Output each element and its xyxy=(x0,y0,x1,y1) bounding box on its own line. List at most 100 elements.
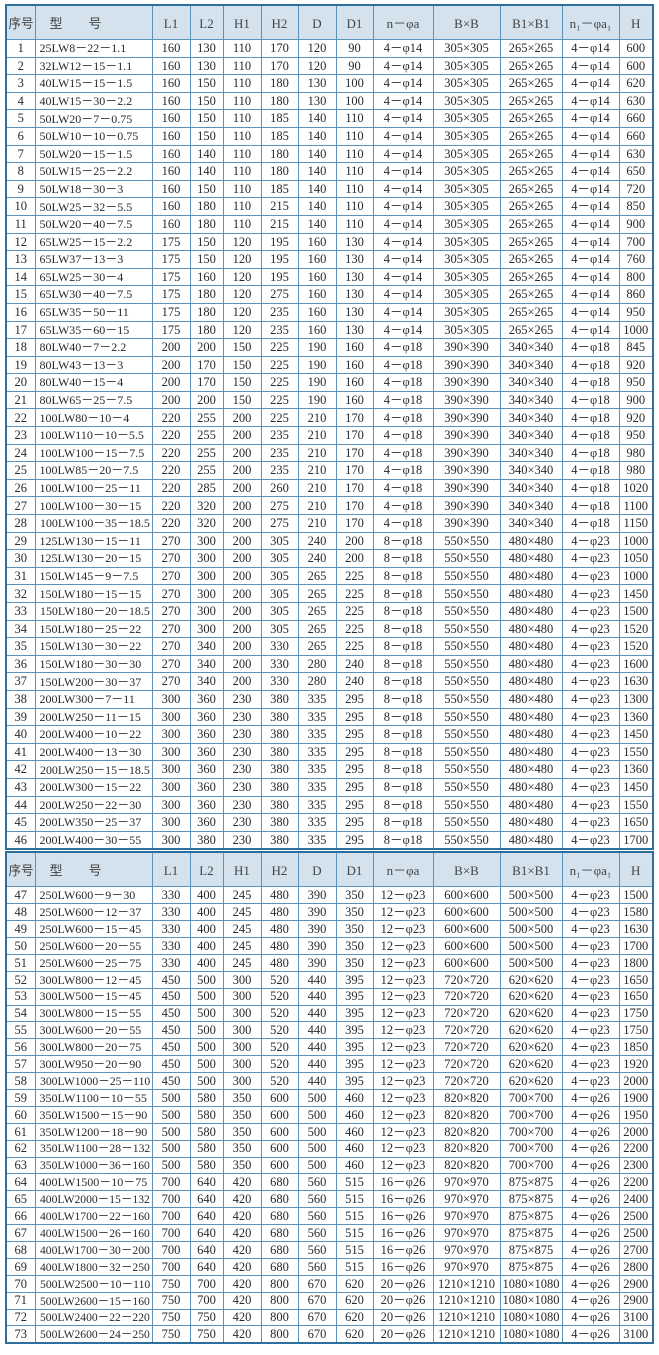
cell-row-number-text: 72 xyxy=(14,1310,28,1325)
cell-h2: 305 xyxy=(260,531,299,551)
table-row: 67 400LW1500－26－160 700 640 420 680 560 515 16－φ… xyxy=(5,1224,654,1243)
cell-b-x-b-text: 305×305 xyxy=(444,287,489,302)
cell-n-phi-a: 20－φ26 xyxy=(372,1291,434,1310)
cell-row-number-text: 48 xyxy=(14,904,28,919)
cell-h2: 520 xyxy=(260,1055,299,1074)
cell-h1: 350 xyxy=(222,1122,262,1141)
cell-d1-text: 160 xyxy=(345,375,364,390)
cell-b-x-b: 970×970 xyxy=(432,1257,501,1276)
cell-model: 100LW100－35－18.5 xyxy=(34,514,153,533)
cell-n-phi-a-text: 4－φ14 xyxy=(383,164,423,179)
cell-b-x-b-text: 600×600 xyxy=(444,888,489,903)
cell-b-x-b: 600×600 xyxy=(432,936,501,955)
cell-d1-text: 295 xyxy=(345,709,364,724)
cell-h1-text: 300 xyxy=(232,972,252,987)
cell-d1: 240 xyxy=(335,654,374,674)
cell-h-text: 1020 xyxy=(623,480,649,495)
cell-h: 2200 xyxy=(618,1173,654,1192)
cell-l2: 320 xyxy=(189,496,224,516)
header-b-x-b: B×B xyxy=(432,851,501,888)
cell-l2: 360 xyxy=(189,760,224,779)
cell-d1: 620 xyxy=(335,1325,374,1344)
cell-model: 250LW600－15－45 xyxy=(34,920,153,938)
cell-l2: 400 xyxy=(189,903,224,922)
cell-l2-text: 640 xyxy=(197,1175,216,1190)
cell-h-text: 850 xyxy=(626,199,646,214)
table-row: 59 350LW1100－10－55 500 580 350 600 500 460 12－φ2… xyxy=(5,1089,654,1107)
cell-b1-x-b1: 265×265 xyxy=(499,267,563,287)
cell-row-number: 21 xyxy=(5,390,36,410)
cell-l2-text: 700 xyxy=(197,1276,216,1291)
cell-n-phi-a: 16－φ26 xyxy=(372,1173,434,1192)
cell-b1-x-b1-text: 700×700 xyxy=(508,1158,554,1173)
cell-l1-text: 200 xyxy=(161,392,181,407)
cell-l1: 200 xyxy=(151,338,191,357)
cell-h1: 200 xyxy=(222,531,262,551)
cell-l2-text: 500 xyxy=(197,1023,216,1038)
cell-h2-text: 380 xyxy=(270,815,289,830)
table-row: 11 50LW20－40－7.5 160 180 110 215 140 110 4－φ14 30… xyxy=(5,214,654,234)
cell-n-phi-a: 12－φ23 xyxy=(372,1038,434,1057)
cell-row-number-text: 11 xyxy=(14,217,27,232)
cell-l2: 580 xyxy=(189,1089,224,1107)
dimension-table-part-2: 序号型 号 L1 L2 H1 H2 D D1 n－φa B×B B1×B1 n₁－φa₁ H 47 25… xyxy=(5,851,654,1345)
cell-n1-phi-a1-text: 4－φ23 xyxy=(571,955,610,970)
cell-n1-phi-a1-text: 4－φ18 xyxy=(571,428,610,443)
cell-n-phi-a-text: 8－φ18 xyxy=(383,832,423,847)
cell-n-phi-a-text: 20－φ26 xyxy=(380,1276,426,1291)
cell-h2-text: 185 xyxy=(270,111,289,126)
cell-row-number: 47 xyxy=(5,886,36,905)
cell-b-x-b: 970×970 xyxy=(432,1241,501,1259)
cell-l1-text: 500 xyxy=(161,1107,181,1122)
cell-l2: 180 xyxy=(189,214,224,234)
cell-h: 1700 xyxy=(618,830,654,850)
cell-d-text: 140 xyxy=(307,181,327,196)
cell-h2: 185 xyxy=(260,109,299,128)
cell-model-text: 50LW18－30－3 xyxy=(39,181,124,196)
cell-l2-text: 360 xyxy=(197,780,216,795)
cell-d-text: 335 xyxy=(307,744,327,759)
cell-n-phi-a: 8－φ18 xyxy=(372,813,434,832)
cell-d1: 170 xyxy=(335,408,374,428)
cell-b1-x-b1-text: 480×480 xyxy=(508,586,554,601)
cell-l1-text: 450 xyxy=(161,1040,181,1055)
cell-b-x-b: 390×390 xyxy=(432,355,501,375)
cell-l2-text: 150 xyxy=(197,76,216,91)
cell-h2: 520 xyxy=(260,1021,299,1040)
cell-model: 100LW100－25－11 xyxy=(34,478,153,498)
cell-n-phi-a: 4－φ18 xyxy=(372,496,434,516)
cell-d-text: 500 xyxy=(307,1158,327,1173)
header-l1-text: L1 xyxy=(163,863,179,879)
cell-n-phi-a: 8－φ18 xyxy=(372,672,434,691)
cell-l2: 255 xyxy=(189,408,224,428)
cell-h-text: 2900 xyxy=(623,1293,649,1308)
cell-h1-text: 245 xyxy=(232,955,252,970)
cell-l1: 700 xyxy=(151,1173,191,1192)
cell-d-text: 390 xyxy=(307,955,327,970)
cell-d1: 160 xyxy=(335,355,374,375)
cell-d1: 130 xyxy=(335,285,374,304)
cell-h1: 420 xyxy=(222,1241,262,1259)
cell-n-phi-a-text: 16－φ26 xyxy=(380,1208,426,1223)
cell-h: 660 xyxy=(618,126,654,146)
cell-n1-phi-a1: 4－φ18 xyxy=(561,461,620,480)
cell-row-number-text: 65 xyxy=(14,1192,28,1207)
cell-h2-text: 600 xyxy=(270,1107,289,1122)
cell-d1-text: 295 xyxy=(345,815,364,830)
cell-n1-phi-a1-text: 4－φ23 xyxy=(571,762,610,777)
cell-row-number-text: 34 xyxy=(14,621,28,636)
cell-d1: 395 xyxy=(335,987,374,1006)
cell-d1-text: 90 xyxy=(348,58,361,73)
cell-b1-x-b1: 875×875 xyxy=(499,1190,563,1209)
cell-n-phi-a-text: 12－φ23 xyxy=(380,1124,426,1139)
cell-b1-x-b1: 620×620 xyxy=(499,1004,563,1023)
cell-b-x-b-text: 390×390 xyxy=(444,410,489,425)
cell-l2: 500 xyxy=(189,1038,224,1057)
cell-row-number-text: 56 xyxy=(14,1040,28,1055)
cell-h: 2000 xyxy=(618,1122,654,1141)
table-row: 47 250LW600－9－30 330 400 245 480 390 350 12－φ23 6… xyxy=(5,886,654,905)
cell-l1-text: 500 xyxy=(161,1124,181,1139)
cell-d: 280 xyxy=(297,672,337,691)
cell-row-number-text: 20 xyxy=(14,375,28,390)
cell-model-text: 300LW1000－25－110 xyxy=(39,1073,150,1088)
